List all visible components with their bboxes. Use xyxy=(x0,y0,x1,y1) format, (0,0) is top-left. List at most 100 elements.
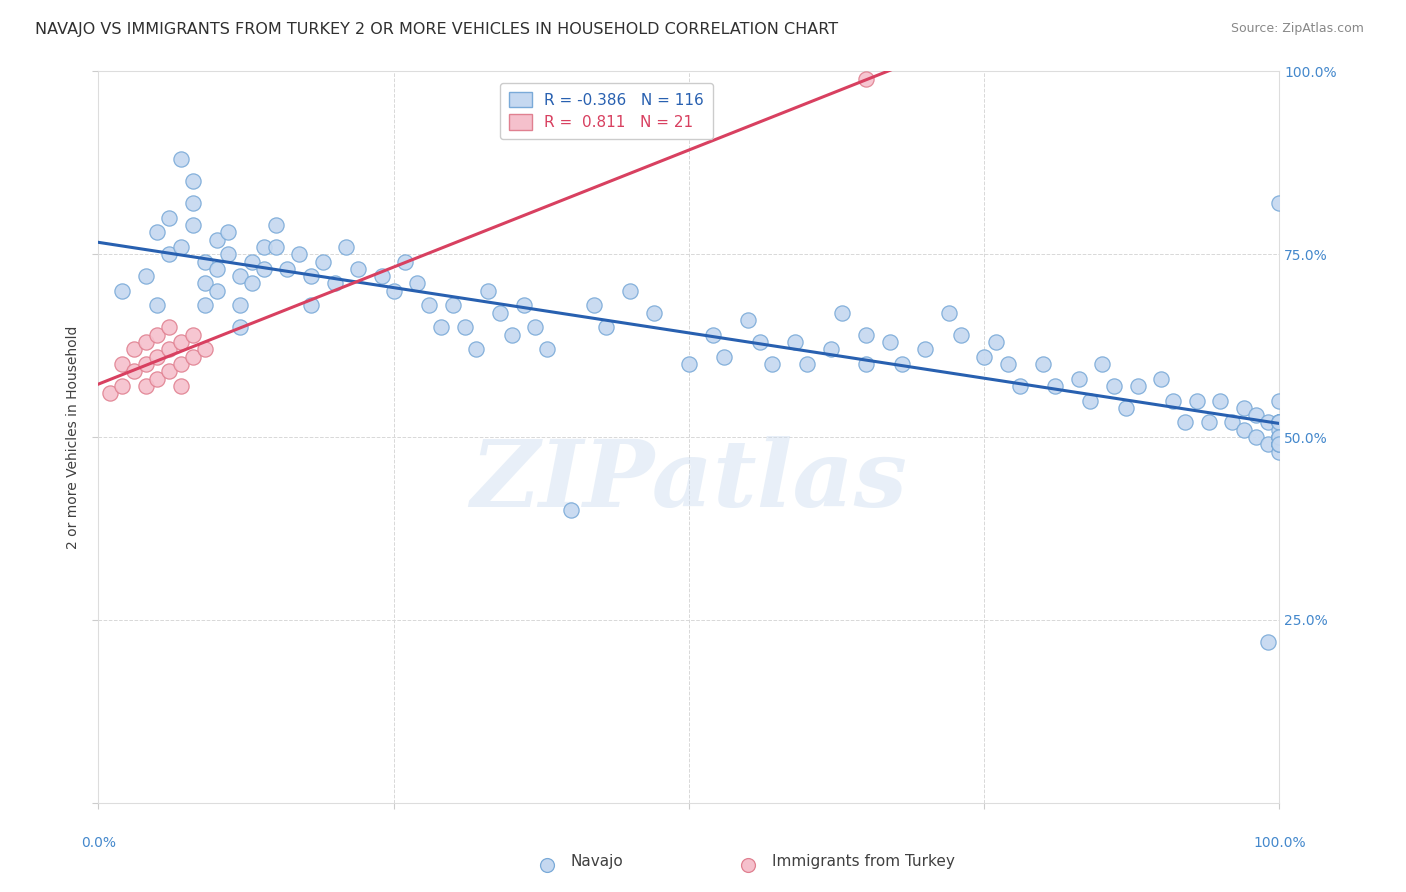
Point xyxy=(394,254,416,268)
Point xyxy=(111,357,134,371)
Point xyxy=(560,503,582,517)
Point xyxy=(890,357,912,371)
Point xyxy=(181,174,204,188)
Point xyxy=(135,379,157,393)
Text: Immigrants from Turkey: Immigrants from Turkey xyxy=(772,854,955,869)
Point xyxy=(194,254,217,268)
Point xyxy=(98,386,121,401)
Point xyxy=(536,343,558,357)
Point xyxy=(1244,408,1267,422)
Text: Source: ZipAtlas.com: Source: ZipAtlas.com xyxy=(1230,22,1364,36)
Point xyxy=(1008,379,1031,393)
Point xyxy=(713,350,735,364)
Point xyxy=(1067,371,1090,385)
Point xyxy=(1268,416,1291,430)
Point xyxy=(1198,416,1220,430)
Point xyxy=(1257,437,1279,451)
Point xyxy=(181,350,204,364)
Point xyxy=(194,298,217,312)
Point xyxy=(1268,437,1291,451)
Point xyxy=(335,240,357,254)
Point xyxy=(914,343,936,357)
Point xyxy=(217,247,239,261)
Point xyxy=(512,298,534,312)
Point xyxy=(1268,444,1291,458)
Point xyxy=(949,327,972,342)
Point xyxy=(1268,416,1291,430)
Point xyxy=(1161,393,1184,408)
Point xyxy=(1220,416,1243,430)
Point xyxy=(157,320,180,334)
Point xyxy=(465,343,488,357)
Point xyxy=(430,320,453,334)
Point xyxy=(453,320,475,334)
Point xyxy=(855,357,877,371)
Y-axis label: 2 or more Vehicles in Household: 2 or more Vehicles in Household xyxy=(66,326,80,549)
Point xyxy=(536,858,558,872)
Point xyxy=(229,320,252,334)
Point xyxy=(1174,416,1197,430)
Point xyxy=(170,334,193,349)
Point xyxy=(1244,430,1267,444)
Point xyxy=(1268,437,1291,451)
Point xyxy=(146,225,169,239)
Point xyxy=(170,240,193,254)
Point xyxy=(299,269,322,284)
Point xyxy=(1268,430,1291,444)
Point xyxy=(312,254,335,268)
Point xyxy=(157,343,180,357)
Point xyxy=(489,306,512,320)
Point xyxy=(524,320,547,334)
Point xyxy=(761,357,783,371)
Point xyxy=(181,327,204,342)
Point xyxy=(477,284,499,298)
Point xyxy=(1257,635,1279,649)
Text: 0.0%: 0.0% xyxy=(82,836,115,850)
Point xyxy=(194,277,217,291)
Point xyxy=(253,261,276,276)
Point xyxy=(122,364,145,378)
Point xyxy=(229,269,252,284)
Point xyxy=(820,343,842,357)
Point xyxy=(643,306,665,320)
Point xyxy=(984,334,1007,349)
Point xyxy=(1233,401,1256,415)
Point xyxy=(1115,401,1137,415)
Point xyxy=(382,284,405,298)
Point xyxy=(1268,437,1291,451)
Point xyxy=(146,371,169,385)
Point xyxy=(170,379,193,393)
Point xyxy=(170,152,193,166)
Point xyxy=(135,334,157,349)
Point xyxy=(157,247,180,261)
Point xyxy=(1268,430,1291,444)
Point xyxy=(146,298,169,312)
Point xyxy=(1080,393,1102,408)
Point xyxy=(240,254,263,268)
Point xyxy=(205,233,228,247)
Point xyxy=(1233,423,1256,437)
Point xyxy=(1043,379,1066,393)
Point xyxy=(678,357,700,371)
Point xyxy=(1268,196,1291,211)
Point xyxy=(855,327,877,342)
Point xyxy=(135,357,157,371)
Point xyxy=(737,858,759,872)
Point xyxy=(146,327,169,342)
Point xyxy=(583,298,606,312)
Point xyxy=(229,298,252,312)
Point xyxy=(1268,416,1291,430)
Point xyxy=(288,247,311,261)
Point xyxy=(135,269,157,284)
Point xyxy=(973,350,995,364)
Point xyxy=(122,343,145,357)
Point xyxy=(831,306,853,320)
Point xyxy=(1126,379,1149,393)
Point xyxy=(146,350,169,364)
Text: ZIPatlas: ZIPatlas xyxy=(471,436,907,526)
Point xyxy=(157,211,180,225)
Point xyxy=(111,379,134,393)
Point xyxy=(323,277,346,291)
Point xyxy=(785,334,807,349)
Point xyxy=(938,306,960,320)
